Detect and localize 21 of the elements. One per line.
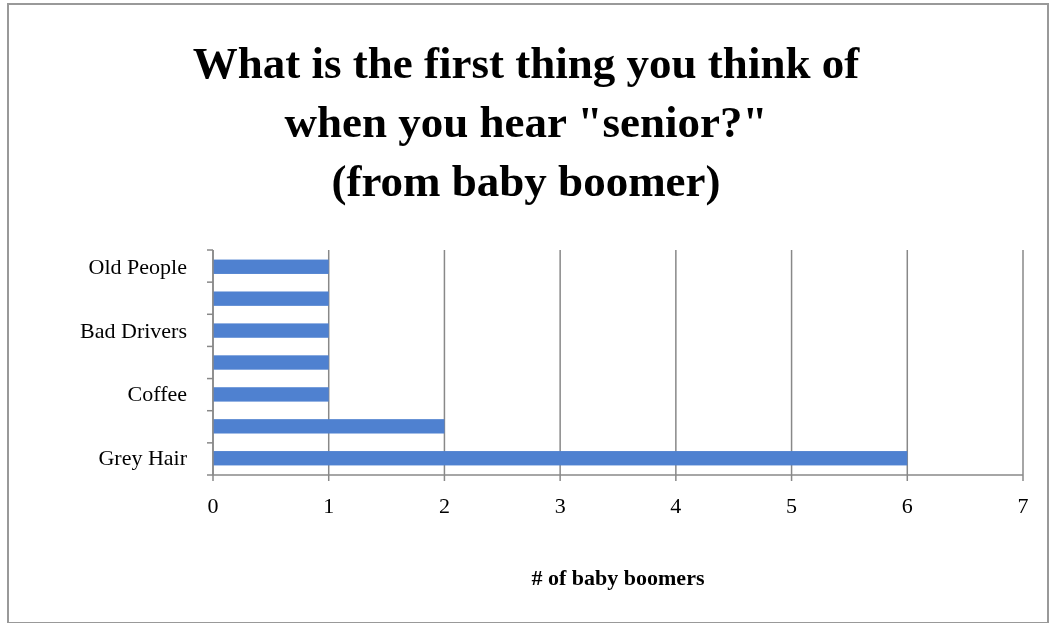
bar: [213, 259, 329, 274]
bar: [213, 291, 329, 306]
y-tick-label: Bad Drivers: [80, 317, 187, 343]
x-tick-label: 4: [670, 493, 682, 518]
x-axis-title: # of baby boomers: [531, 565, 705, 590]
bar: [213, 387, 329, 402]
bar: [213, 323, 329, 338]
y-tick-label: Coffee: [127, 381, 187, 407]
x-tick-label: 3: [554, 493, 566, 518]
chart-title: What is the first thing you think of when you hear "senior?" (from baby boomer): [192, 38, 861, 206]
x-tick-label: 6: [901, 493, 913, 518]
x-tick-label: 7: [1017, 493, 1029, 518]
x-tick-label: 1: [323, 493, 335, 518]
bar: [213, 451, 908, 466]
x-tick-label: 2: [438, 493, 450, 518]
bar: [213, 355, 329, 370]
x-tick-label: 5: [786, 493, 798, 518]
bar: [213, 419, 445, 434]
y-tick-label: Old People: [88, 253, 187, 279]
y-tick-label: Grey Hair: [98, 445, 188, 471]
x-tick-label: 0: [207, 493, 219, 518]
